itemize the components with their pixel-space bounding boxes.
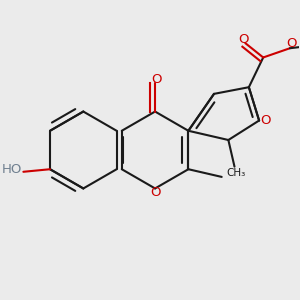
Text: O: O [260, 114, 271, 127]
Text: O: O [150, 186, 160, 199]
Text: O: O [151, 73, 161, 86]
Text: O: O [286, 37, 297, 50]
Text: O: O [238, 32, 248, 46]
Text: HO: HO [2, 163, 22, 176]
Text: CH₃: CH₃ [226, 168, 245, 178]
